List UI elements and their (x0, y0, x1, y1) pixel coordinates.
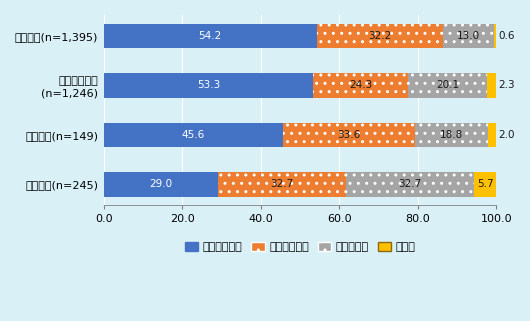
Text: 33.6: 33.6 (337, 130, 360, 140)
Text: 20.1: 20.1 (436, 81, 460, 91)
Bar (487, 73, 496, 98)
Bar (443, 24, 494, 48)
Bar (414, 123, 489, 147)
Text: 45.6: 45.6 (182, 130, 205, 140)
Bar (489, 123, 496, 147)
Text: 32.7: 32.7 (399, 179, 422, 189)
Text: 0.6: 0.6 (498, 31, 515, 41)
Text: 24.3: 24.3 (349, 81, 373, 91)
Bar (409, 73, 487, 98)
Text: 32.7: 32.7 (270, 179, 294, 189)
Text: 54.2: 54.2 (199, 31, 222, 41)
Bar (104, 24, 316, 48)
Text: 53.3: 53.3 (197, 81, 220, 91)
Legend: 不足感がある, 不足感はない, わからない, 無回答: 不足感がある, 不足感はない, わからない, 無回答 (181, 238, 420, 257)
Text: 18.8: 18.8 (440, 130, 463, 140)
Bar (283, 123, 414, 147)
Bar (104, 172, 218, 197)
Bar (346, 172, 474, 197)
Bar (494, 24, 496, 48)
Bar (313, 73, 409, 98)
Bar (104, 73, 313, 98)
Bar (474, 172, 497, 197)
Bar (316, 24, 443, 48)
Text: 29.0: 29.0 (149, 179, 172, 189)
Text: 5.7: 5.7 (477, 179, 494, 189)
Text: 2.3: 2.3 (498, 81, 515, 91)
Text: 13.0: 13.0 (457, 31, 480, 41)
Bar (104, 123, 283, 147)
Text: 32.2: 32.2 (368, 31, 392, 41)
Text: 2.0: 2.0 (498, 130, 515, 140)
Bar (218, 172, 346, 197)
